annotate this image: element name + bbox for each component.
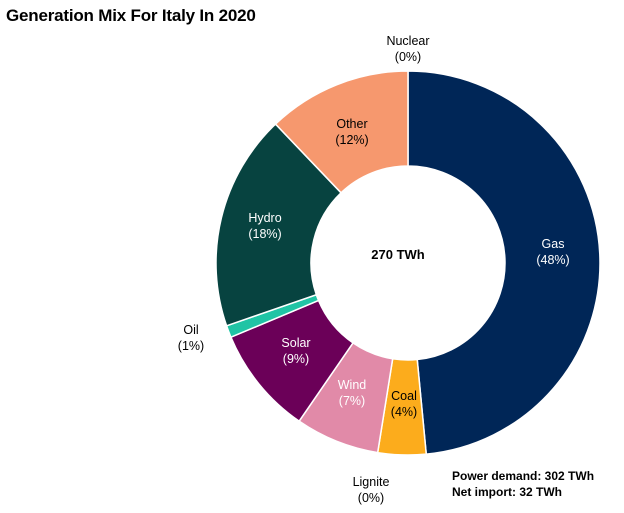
chart-title: Generation Mix For Italy In 2020 xyxy=(6,6,256,25)
slice-gas xyxy=(407,70,601,455)
net-import-note: Net import: 32 TWh xyxy=(452,485,562,499)
slice-label-solar: Solar (9%) xyxy=(281,336,310,366)
slice-other xyxy=(274,70,409,194)
power-demand-note: Power demand: 302 TWh xyxy=(452,469,595,483)
slice-label-hydro: Hydro (18%) xyxy=(248,211,281,241)
slice-label-lignite: Lignite (0%) xyxy=(353,475,390,505)
slice-label-nuclear: Nuclear (0%) xyxy=(386,34,429,64)
slice-label-wind: Wind (7%) xyxy=(338,378,367,408)
slice-label-oil: Oil (1%) xyxy=(178,323,204,353)
slice-label-gas: Gas (48%) xyxy=(536,237,569,267)
slice-label-coal: Coal (4%) xyxy=(391,389,417,419)
slice-hydro xyxy=(215,122,343,327)
donut-slices xyxy=(215,70,601,456)
slice-labels: Gas (48%) Coal (4%) Lignite (0%) Wind (7%) Solar… xyxy=(178,34,570,505)
center-total-label: 270 TWh xyxy=(371,247,425,262)
slice-label-other: Other (12%) xyxy=(335,117,368,147)
